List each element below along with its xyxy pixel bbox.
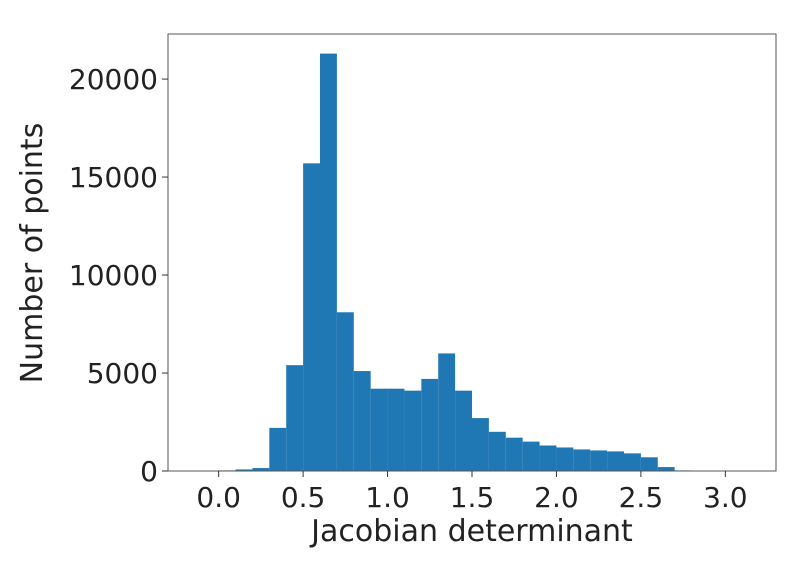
histogram-bar-5 <box>303 163 320 471</box>
histogram-bar-16 <box>488 431 506 471</box>
histogram-bar-6 <box>320 53 337 471</box>
histogram-bar-19 <box>539 445 557 471</box>
histogram-bar-26 <box>657 467 675 471</box>
y-tick-label: 10000 <box>69 259 158 292</box>
histogram-bar-13 <box>438 353 456 471</box>
x-tick-label: 2.0 <box>534 481 579 514</box>
histogram-bar-22 <box>590 450 608 471</box>
histogram-bar-21 <box>573 449 591 471</box>
histogram-bar-25 <box>640 457 658 471</box>
histogram-bar-18 <box>522 441 540 471</box>
x-axis-ticks: 0.0 0.5 1.0 1.5 2.0 2.5 3.0 <box>196 471 748 514</box>
x-tick-label: 1.5 <box>450 481 495 514</box>
y-tick-label: 0 <box>140 455 158 488</box>
histogram-bar-7 <box>336 312 354 471</box>
histogram-bar-23 <box>607 451 624 471</box>
histogram-bar-14 <box>455 390 472 471</box>
y-axis-ticks: 0 5000 10000 15000 20000 <box>69 63 168 488</box>
histogram-bar-15 <box>472 418 489 471</box>
histogram-bar-9 <box>370 388 388 471</box>
y-tick-label: 5000 <box>87 357 158 390</box>
histogram-bar-3 <box>269 427 287 471</box>
x-tick-label: 1.0 <box>365 481 410 514</box>
y-tick-label: 15000 <box>69 161 158 194</box>
x-tick-label: 3.0 <box>703 481 748 514</box>
x-axis-label: Jacobian determinant <box>309 514 633 549</box>
y-tick-label: 20000 <box>69 63 158 96</box>
bars-group <box>218 53 692 471</box>
histogram-bar-24 <box>624 453 641 471</box>
histogram-bar-2 <box>252 468 270 471</box>
x-tick-label: 2.5 <box>619 481 664 514</box>
histogram-bar-12 <box>421 378 439 471</box>
histogram-bar-8 <box>353 371 371 471</box>
histogram-bar-4 <box>286 365 304 471</box>
histogram-bar-11 <box>404 390 422 471</box>
x-tick-label: 0.0 <box>196 481 241 514</box>
histogram-bar-1 <box>235 469 253 471</box>
histogram-bar-17 <box>505 437 523 471</box>
histogram-bar-20 <box>556 447 574 471</box>
x-tick-label: 0.5 <box>281 481 326 514</box>
histogram-bar-10 <box>387 388 405 471</box>
y-axis-label: Number of points <box>15 123 50 384</box>
